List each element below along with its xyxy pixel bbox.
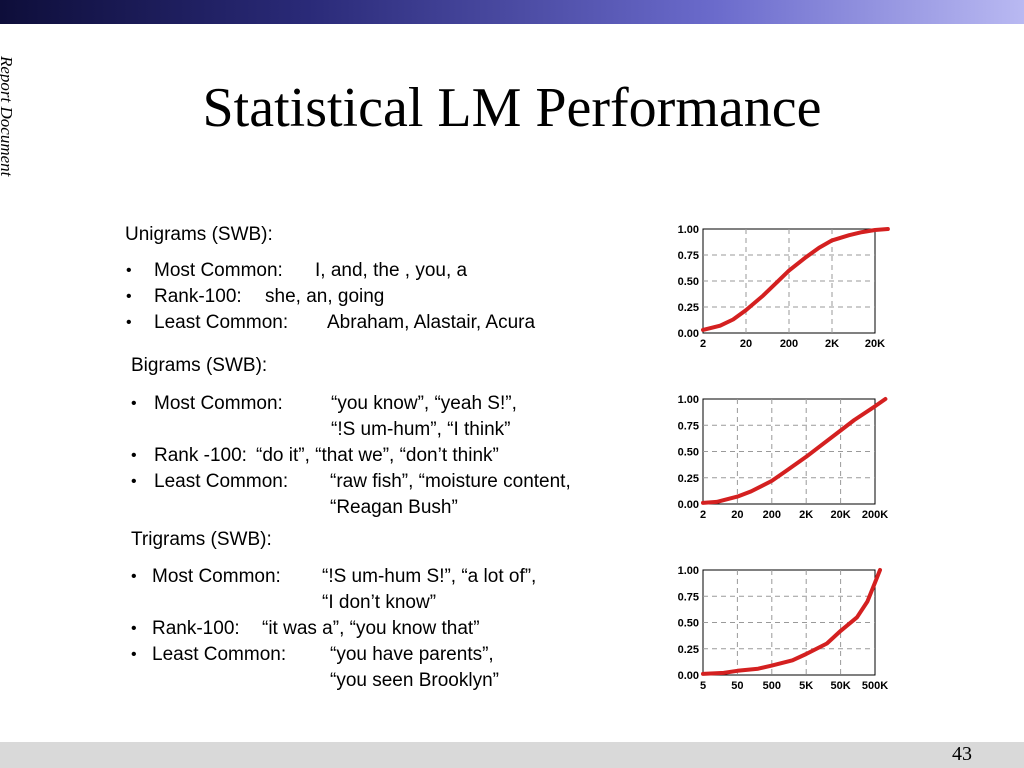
y-tick-label: 0.00 (678, 499, 699, 511)
item-value: “do it”, “that we”, “don’t think” (256, 445, 499, 466)
y-tick-label: 0.50 (678, 447, 699, 459)
y-tick-label: 0.50 (678, 618, 699, 630)
item-value: “I don’t know” (322, 592, 437, 613)
bullet-icon: • (126, 288, 132, 305)
x-tick-label: 20 (731, 509, 743, 521)
x-tick-label: 500K (862, 680, 888, 692)
item-label: Rank-100: (152, 618, 240, 639)
bullet-icon: • (131, 473, 137, 490)
x-tick-label: 500 (763, 680, 781, 692)
item-label: Least Common: (152, 644, 287, 665)
item-label: Most Common: (154, 260, 283, 281)
bullet-icon: • (131, 447, 137, 464)
chart-3: 0.00 0.25 0.50 0.75 1.00 5 50 500 5K 50K 500K (678, 565, 889, 692)
series-line (701, 397, 888, 505)
slide-title: Statistical LM Performance (202, 77, 822, 139)
item-label: Least Common: (154, 471, 289, 492)
item-value: “Reagan Bush” (330, 497, 458, 518)
x-tick-label: 200 (780, 338, 798, 350)
y-tick-label: 0.75 (678, 591, 699, 603)
section-heading: Unigrams (SWB): (125, 224, 273, 245)
x-tick-label: 2K (825, 338, 839, 350)
content-image-panel: Unigrams (SWB): • Most Common: I, and, the … (114, 205, 904, 715)
x-tick-label: 2K (799, 509, 813, 521)
chart-2: 0.00 0.25 0.50 0.75 1.00 2 20 200 2K 20K 200K (678, 394, 889, 521)
x-tick-label: 20 (740, 338, 752, 350)
section-heading: Trigrams (SWB): (131, 529, 272, 550)
x-tick-label: 200 (763, 509, 781, 521)
bullet-icon: • (131, 568, 137, 585)
item-value: “raw fish”, “moisture content, (330, 471, 571, 492)
item-value: “!S um-hum S!”, “a lot of”, (322, 566, 537, 587)
x-tick-label: 5 (700, 680, 706, 692)
y-tick-label: 1.00 (678, 394, 699, 406)
item-value: “you have parents”, (330, 644, 494, 665)
y-tick-label: 1.00 (678, 565, 699, 577)
y-tick-label: 0.50 (678, 276, 699, 288)
y-tick-label: 0.25 (678, 473, 699, 485)
series-line (701, 227, 890, 332)
top-gradient-bar (0, 0, 1024, 24)
y-tick-label: 1.00 (678, 224, 699, 236)
section-heading: Bigrams (SWB): (131, 355, 268, 376)
x-tick-label: 20K (865, 338, 885, 350)
bottom-bar (0, 742, 1024, 768)
bullet-icon: • (126, 262, 132, 279)
y-tick-label: 0.75 (678, 250, 699, 262)
page-number: 43 (952, 743, 972, 765)
item-label: Most Common: (152, 566, 281, 587)
item-value: “you seen Brooklyn” (330, 670, 499, 691)
x-tick-label: 5K (799, 680, 813, 692)
series-line (701, 568, 882, 676)
item-value: “you know”, “yeah S!”, (331, 393, 517, 414)
bullet-icon: • (131, 395, 137, 412)
item-value: she, an, going (265, 286, 385, 307)
y-tick-label: 0.75 (678, 420, 699, 432)
y-tick-label: 0.25 (678, 644, 699, 656)
chart-1: 0.00 0.25 0.50 0.75 1.00 2 20 200 2K 20K (678, 224, 890, 350)
x-tick-label: 200K (862, 509, 888, 521)
y-tick-label: 0.25 (678, 302, 699, 314)
x-tick-label: 50K (831, 680, 851, 692)
y-tick-label: 0.00 (678, 670, 699, 682)
item-value: I, and, the , you, a (315, 260, 468, 281)
bullet-icon: • (131, 646, 137, 663)
item-label: Least Common: (154, 312, 289, 333)
item-value: “it was a”, “you know that” (262, 618, 480, 639)
item-value: “!S um-hum”, “I think” (331, 419, 511, 440)
bullet-icon: • (131, 620, 137, 637)
item-label: Rank-100: (154, 286, 242, 307)
item-label: Rank -100: (154, 445, 247, 466)
charts-svg: 0.000.250.500.751.002 20 200 2K 20K0.000.250… (678, 224, 890, 692)
bullet-icon: • (126, 314, 132, 331)
y-tick-label: 0.00 (678, 328, 699, 340)
x-tick-label: 50 (731, 680, 743, 692)
x-tick-label: 2 (700, 338, 706, 350)
item-label: Most Common: (154, 393, 283, 414)
item-value: Abraham, Alastair, Acura (327, 312, 536, 333)
x-tick-label: 2 (700, 509, 706, 521)
x-tick-label: 20K (831, 509, 851, 521)
